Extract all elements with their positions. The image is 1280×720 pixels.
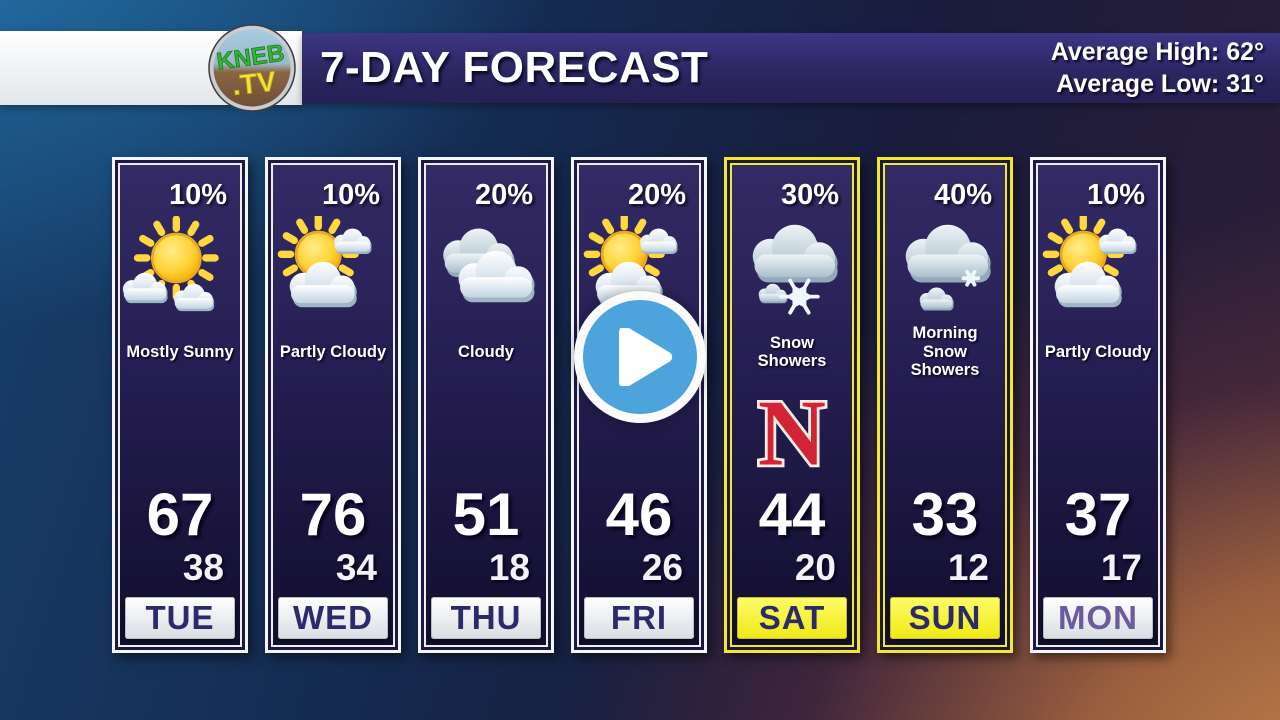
condition-label: Partly Cloudy xyxy=(279,342,387,361)
morning-snow-showers-icon xyxy=(885,213,1005,325)
forecast-card-inner: 10% Mostly Sunny 67 38 TUE xyxy=(118,163,242,647)
high-temp: 76 xyxy=(299,481,367,548)
high-temp: 33 xyxy=(911,481,979,548)
high-temp: 46 xyxy=(605,481,673,548)
condition-label: Morning Snow Showers xyxy=(910,324,980,380)
cloudy-icon xyxy=(426,213,546,325)
precip-chance: 20% xyxy=(627,179,686,211)
forecast-card-inner: 30% Snow Showers N 44 20 SAT xyxy=(730,163,854,647)
day-label: THU xyxy=(431,597,541,639)
badge-slot xyxy=(273,379,393,486)
day-label: SUN xyxy=(890,597,1000,639)
badge-slot xyxy=(426,379,546,486)
condition-label: Mostly Sunny xyxy=(126,342,234,361)
averages-block: Average High: 62° Average Low: 31° xyxy=(1051,36,1280,101)
low-temp: 26 xyxy=(641,547,683,588)
precip-chance: 10% xyxy=(1086,179,1145,211)
high-temp: 51 xyxy=(452,481,520,548)
day-label: MON xyxy=(1043,597,1153,639)
forecast-card-sat: 30% Snow Showers N 44 20 SAT xyxy=(724,157,860,653)
title-banner: 7-DAY FORECAST Average High: 62° Average… xyxy=(302,33,1280,103)
forecast-panel: 10% Mostly Sunny 67 38 TUE 10% Partly Cl… xyxy=(112,157,1166,653)
play-button[interactable] xyxy=(574,291,706,423)
precip-chance: 20% xyxy=(474,179,533,211)
condition-label: Cloudy xyxy=(458,342,514,361)
partly-cloudy-icon xyxy=(579,213,699,325)
play-icon xyxy=(619,328,673,386)
precip-chance: 40% xyxy=(933,179,992,211)
day-label: SAT xyxy=(737,597,847,639)
average-high: Average High: 62° xyxy=(1050,37,1264,66)
day-label: TUE xyxy=(125,597,235,639)
logo-text-kneb: KNEB xyxy=(215,40,286,76)
day-label: WED xyxy=(278,597,388,639)
forecast-card-tue: 10% Mostly Sunny 67 38 TUE xyxy=(112,157,248,653)
low-temp: 12 xyxy=(947,547,989,588)
high-temp: 67 xyxy=(146,481,214,548)
low-temp: 17 xyxy=(1100,547,1142,588)
low-temp: 34 xyxy=(335,547,377,588)
badge-slot xyxy=(120,379,240,486)
low-temp: 38 xyxy=(182,547,224,588)
condition-label: Snow Showers xyxy=(757,333,827,370)
high-temp: 37 xyxy=(1064,481,1132,548)
low-temp: 20 xyxy=(794,547,836,588)
forecast-card-mon: 10% Partly Cloudy 37 17 MON xyxy=(1030,157,1166,653)
low-temp: 18 xyxy=(488,547,530,588)
snow-showers-icon xyxy=(732,213,852,325)
condition-label: Partly Cloudy xyxy=(1044,342,1152,361)
forecast-card-inner: 40% Morning Snow Showers 33 12 SUN xyxy=(883,163,1007,647)
day-label: FRI xyxy=(584,597,694,639)
forecast-card-wed: 10% Partly Cloudy 76 34 WED xyxy=(265,157,401,653)
page-title: 7-DAY FORECAST xyxy=(320,43,709,92)
high-temp: 44 xyxy=(758,481,826,548)
precip-chance: 10% xyxy=(321,179,380,211)
forecast-card-inner: 10% Partly Cloudy 76 34 WED xyxy=(271,163,395,647)
forecast-card-thu: 20% Cloudy 51 18 THU xyxy=(418,157,554,653)
badge-slot xyxy=(885,379,1005,486)
partly-cloudy-icon xyxy=(273,213,393,325)
kneb-tv-logo: KNEB .TV xyxy=(207,23,297,113)
precip-chance: 10% xyxy=(168,179,227,211)
forecast-card-sun: 40% Morning Snow Showers 33 12 SUN xyxy=(877,157,1013,653)
forecast-card-inner: 10% Partly Cloudy 37 17 MON xyxy=(1036,163,1160,647)
forecast-card-inner: 20% Cloudy 51 18 THU xyxy=(424,163,548,647)
average-low: Average Low: 31° xyxy=(1056,70,1264,98)
nebraska-n-logo: N xyxy=(732,379,852,486)
logo-text-tv: .TV xyxy=(231,66,278,101)
badge-slot xyxy=(1038,379,1158,486)
precip-chance: 30% xyxy=(780,179,839,211)
partly-cloudy-icon xyxy=(1038,213,1158,325)
mostly-sunny-icon xyxy=(120,213,240,325)
svg-text:N: N xyxy=(758,386,826,480)
